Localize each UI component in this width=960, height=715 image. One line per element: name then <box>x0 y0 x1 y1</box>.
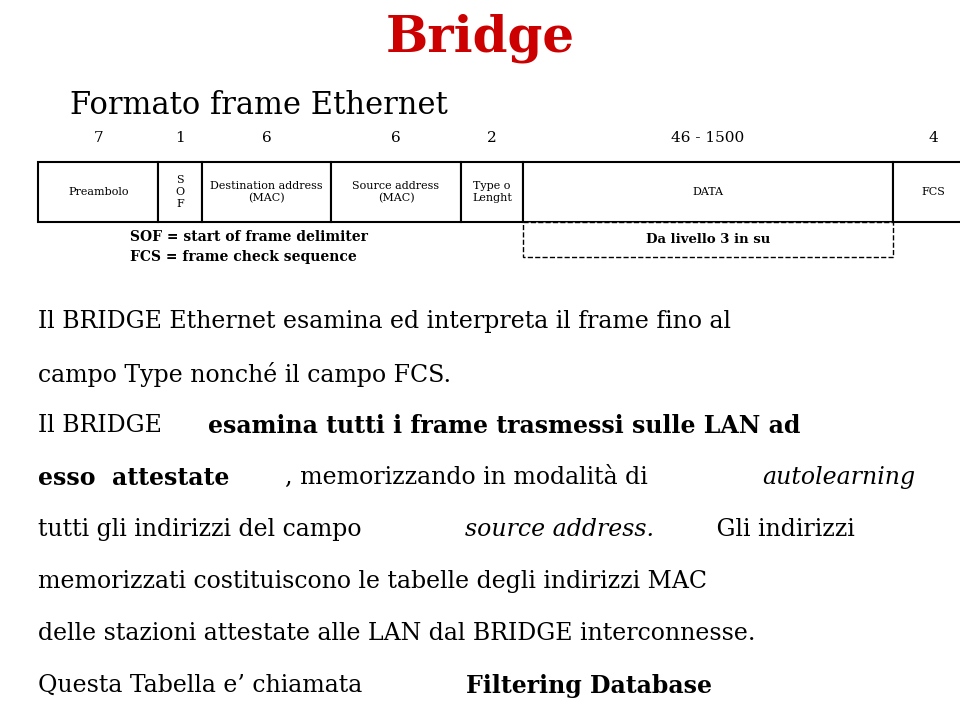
Bar <box>158 162 202 222</box>
Text: FCS: FCS <box>922 187 946 197</box>
Text: 7: 7 <box>93 131 104 145</box>
Text: 2: 2 <box>487 131 497 145</box>
Text: 4: 4 <box>928 131 939 145</box>
Text: Questa Tabella e’ chiamata: Questa Tabella e’ chiamata <box>38 674 370 697</box>
Text: DATA: DATA <box>692 187 724 197</box>
Text: Il BRIDGE: Il BRIDGE <box>38 414 169 437</box>
Text: 6: 6 <box>261 131 272 145</box>
Bar <box>523 162 893 222</box>
Text: FCS = frame check sequence: FCS = frame check sequence <box>130 250 357 264</box>
Text: esso  attestate: esso attestate <box>38 466 229 490</box>
Text: esamina tutti i frame trasmessi sulle LAN ad: esamina tutti i frame trasmessi sulle LA… <box>207 414 800 438</box>
Text: autolearning: autolearning <box>762 466 916 489</box>
Text: Filtering Database: Filtering Database <box>466 674 712 698</box>
Bar <box>893 162 960 222</box>
Text: campo Type nonché il campo FCS.: campo Type nonché il campo FCS. <box>38 362 451 387</box>
Text: Preambolo: Preambolo <box>68 187 129 197</box>
Text: memorizzati costituiscono le tabelle degli indirizzi MAC: memorizzati costituiscono le tabelle deg… <box>38 570 707 593</box>
Text: Formato frame Ethernet: Formato frame Ethernet <box>70 89 447 121</box>
Text: Da livello 3 in su: Da livello 3 in su <box>646 233 770 246</box>
Text: tutti gli indirizzi del campo: tutti gli indirizzi del campo <box>38 518 369 541</box>
Text: source address.: source address. <box>465 518 654 541</box>
Bar <box>202 162 331 222</box>
Text: Bridge: Bridge <box>385 14 575 63</box>
Text: Destination address
(MAC): Destination address (MAC) <box>210 181 323 203</box>
Bar <box>38 162 158 222</box>
Bar <box>461 162 523 222</box>
Text: 46 - 1500: 46 - 1500 <box>671 131 745 145</box>
Text: SOF = start of frame delimiter: SOF = start of frame delimiter <box>130 230 368 244</box>
Text: 1: 1 <box>175 131 185 145</box>
Text: Il BRIDGE Ethernet esamina ed interpreta il frame fino al: Il BRIDGE Ethernet esamina ed interpreta… <box>38 310 731 333</box>
Text: Gli indirizzi: Gli indirizzi <box>709 518 854 541</box>
Text: , memorizzando in modalità di: , memorizzando in modalità di <box>285 466 655 489</box>
Text: 6: 6 <box>391 131 401 145</box>
Text: Source address
(MAC): Source address (MAC) <box>352 181 440 203</box>
Text: S
O
F: S O F <box>176 175 184 209</box>
Text: delle stazioni attestate alle LAN dal BRIDGE interconnesse.: delle stazioni attestate alle LAN dal BR… <box>38 622 756 645</box>
Bar <box>331 162 461 222</box>
Bar <box>523 222 893 257</box>
Text: Type o
Lenght: Type o Lenght <box>472 181 512 203</box>
